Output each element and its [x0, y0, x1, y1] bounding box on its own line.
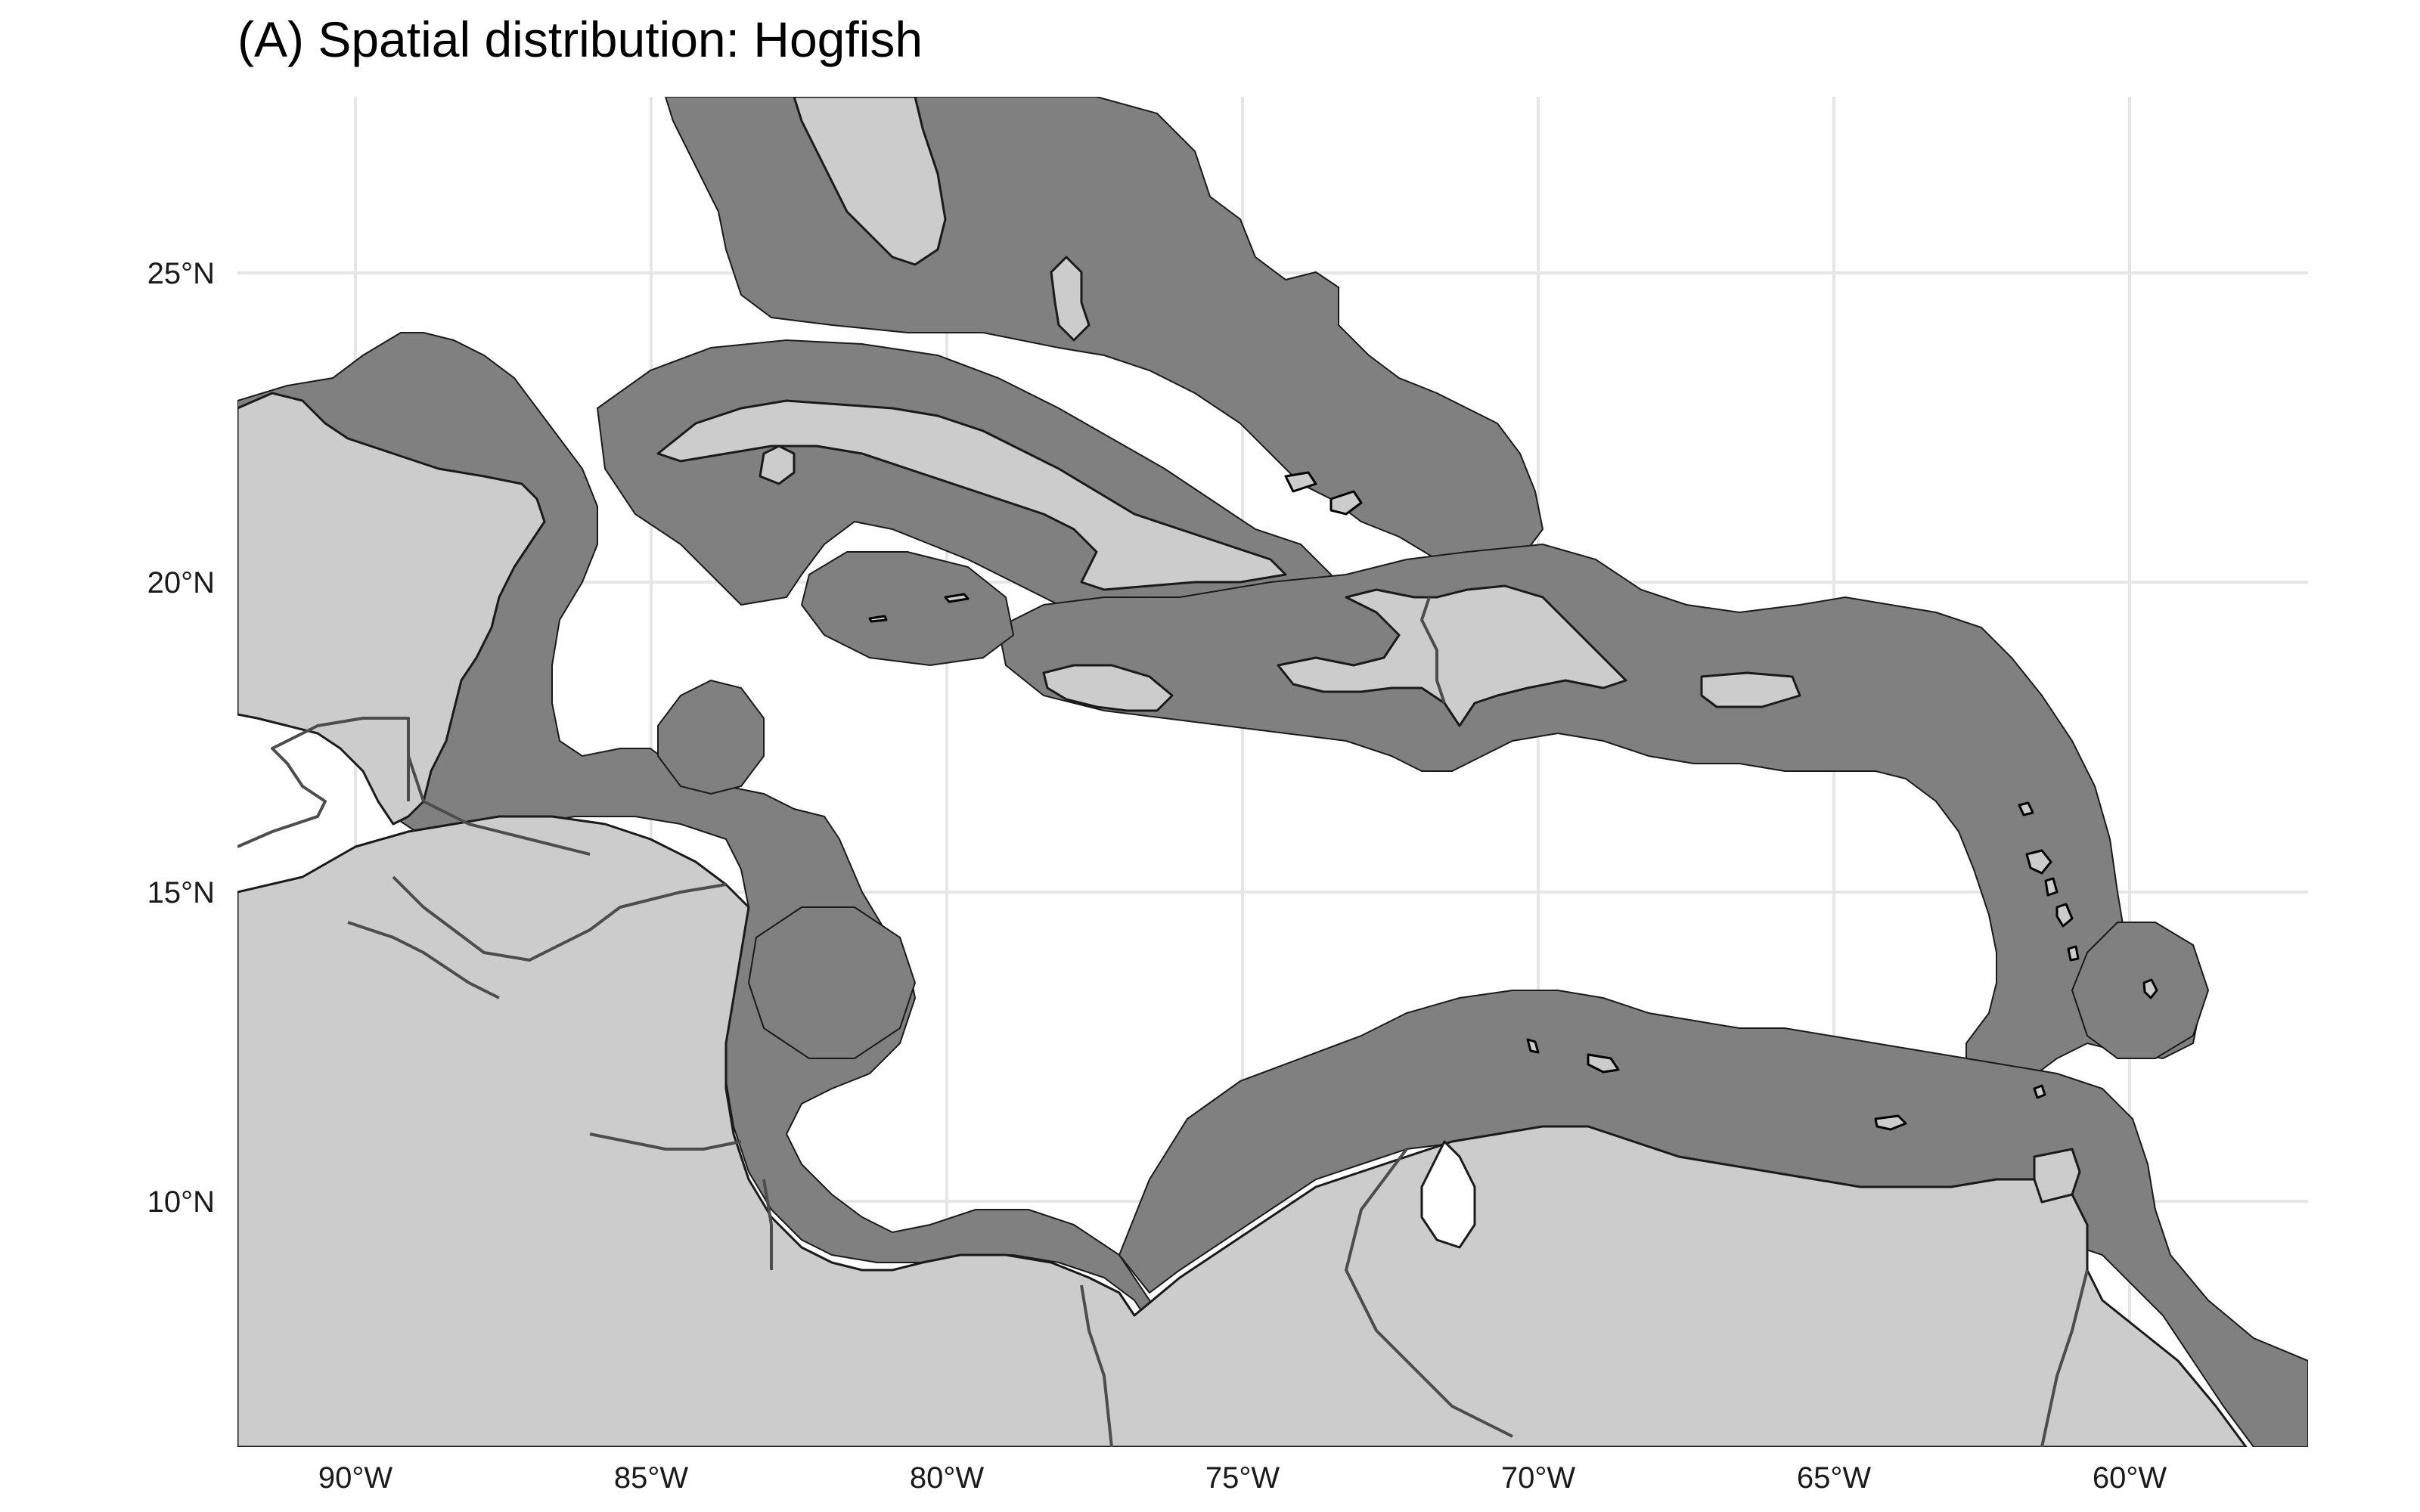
- land-hispaniola: [1277, 584, 1627, 727]
- island-guadeloupe: [2025, 849, 2052, 875]
- tick-label-lon-70: 70°W: [1501, 1461, 1575, 1495]
- border-honduras-north: [423, 800, 591, 856]
- border-venezuela-guyana: [2040, 1269, 2089, 1447]
- buffer-rosalind-bank: [747, 906, 917, 1059]
- tick-label-lon-65: 65°W: [1797, 1461, 1871, 1495]
- island-curacao: [1587, 1053, 1620, 1074]
- tick-label-lon-80: 80°W: [910, 1461, 984, 1495]
- map-title: (A) Spatial distribution: Hogfish: [237, 11, 923, 67]
- island-barbados: [2142, 978, 2158, 999]
- tick-label-lon-60: 60°W: [2093, 1461, 2167, 1495]
- border-honduras-nicaragua: [392, 875, 727, 962]
- border-nicaragua-costa-rica: [589, 1132, 742, 1151]
- land-trinidad: [2033, 1148, 2081, 1204]
- island-dominica: [2044, 877, 2059, 897]
- tick-label-lat-25: 25°N: [147, 257, 215, 290]
- longitude-tick-labels: 90°W 85°W 80°W 75°W 70°W 65°W 60°W: [318, 1461, 2167, 1495]
- country-borders: [237, 596, 2089, 1447]
- land-yucatan-mexico: [237, 392, 546, 826]
- buffer-small-north-islands: [800, 551, 1015, 667]
- tick-label-lon-75: 75°W: [1205, 1461, 1280, 1495]
- island-cayman-brac: [868, 615, 888, 623]
- border-haiti-dr: [1420, 596, 1446, 704]
- land-jamaica: [1042, 664, 1174, 712]
- border-colombia-venezuela: [1345, 1148, 1513, 1438]
- tick-label-lon-90: 90°W: [318, 1461, 392, 1495]
- land-cuba: [656, 399, 1287, 591]
- latitude-tick-labels: 25°N 20°N 15°N 10°N: [147, 257, 215, 1219]
- island-martinique: [2055, 903, 2074, 928]
- island-grand-cayman: [944, 593, 970, 603]
- land-andros-bahamas: [1050, 256, 1091, 342]
- buffer-barbados: [2071, 922, 2210, 1059]
- land-isla-de-la-juventud: [759, 445, 796, 485]
- land-lake-maracaibo-water: [1420, 1140, 1476, 1249]
- land-florida: [793, 97, 947, 266]
- small-islands: [868, 471, 2158, 1131]
- island-antigua: [2018, 801, 2034, 816]
- border-el-salvador: [347, 921, 500, 999]
- land-puerto-rico: [1700, 671, 1801, 708]
- border-panama-colombia: [1080, 1284, 1113, 1447]
- border-costa-rica-panama: [762, 1179, 773, 1270]
- tick-label-lon-85: 85°W: [614, 1461, 688, 1495]
- island-grenada: [2033, 1084, 2046, 1099]
- land-masses: [237, 97, 2248, 1447]
- tick-label-lat-20: 20°N: [147, 566, 215, 600]
- island-margarita: [1874, 1114, 1907, 1131]
- island-aruba: [1526, 1038, 1540, 1054]
- island-turks-caicos: [1329, 490, 1363, 516]
- island-inagua: [1284, 471, 1317, 493]
- island-st-lucia: [2067, 945, 2080, 962]
- buffer-swan-island: [657, 679, 765, 795]
- tick-label-lat-10: 10°N: [147, 1185, 215, 1219]
- tick-label-lat-15: 15°N: [147, 876, 215, 909]
